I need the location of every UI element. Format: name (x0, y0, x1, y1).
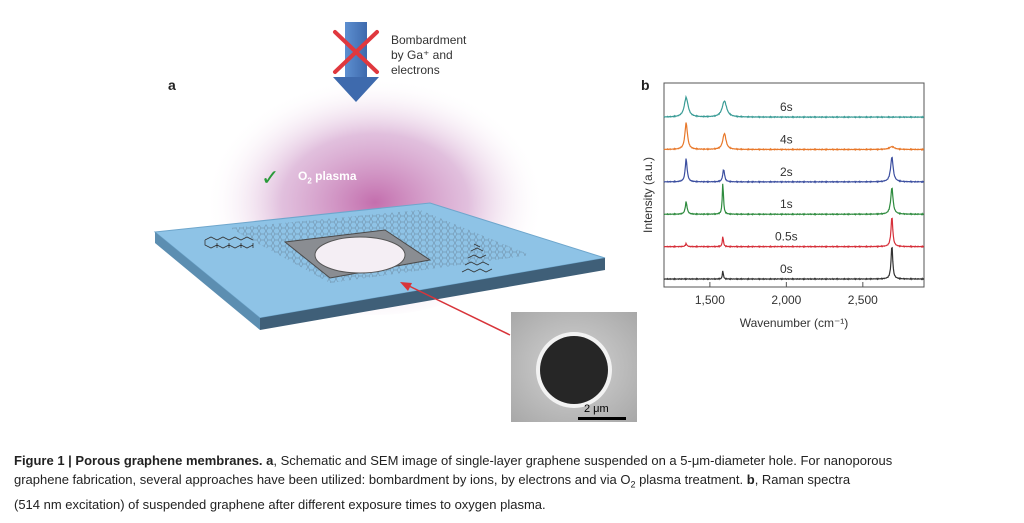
series-label-4: 0.5s (775, 230, 798, 244)
series-label-0: 6s (780, 100, 793, 114)
bombardment-label: Bombardment by Ga⁺ and electrons (391, 33, 467, 77)
series-line-0 (663, 94, 925, 119)
series-line-3 (663, 183, 925, 216)
y-axis-label: Intensity (a.u.) (641, 157, 655, 233)
substrate-front (155, 232, 260, 330)
series-label-3: 1s (780, 197, 793, 211)
pointer-line (406, 284, 511, 336)
raman-chart: 6s 4s 2s 1s 0.5s 0s 1,500 2,000 2,500 Wavenumber … (641, 82, 925, 330)
scale-bar-label: 2 μm (584, 403, 609, 415)
x-tick-label-1: 2,000 (771, 293, 801, 307)
series-label-5: 0s (780, 262, 793, 276)
bombardment-arrow-head (333, 77, 379, 102)
panel-b-label: b (641, 77, 650, 93)
sem-image (511, 312, 637, 422)
caption-b: b (746, 472, 755, 487)
figure-caption: Figure 1 | Porous graphene membranes. a,… (14, 453, 893, 512)
molecule-right (461, 243, 493, 273)
plot-frame (663, 82, 925, 288)
graphene-schematic (153, 22, 606, 336)
o2-plasma-label: O2 plasma (298, 169, 357, 186)
caption-a: a (266, 453, 274, 468)
series-line-1 (663, 122, 925, 152)
x-tick-label-0: 1,500 (695, 293, 725, 307)
cross-icon (333, 30, 379, 74)
scale-bar (578, 417, 626, 420)
series-line-4 (663, 217, 925, 249)
substrate-side (260, 258, 605, 330)
series-line-5 (663, 246, 925, 281)
series-label-2: 2s (780, 165, 793, 179)
x-axis-label: Wavenumber (cm⁻¹) (740, 316, 849, 330)
panel-a-label: a (168, 77, 176, 93)
check-icon: ✓ (261, 165, 280, 190)
x-tick-label-2: 2,500 (848, 293, 878, 307)
series-line-2 (663, 156, 925, 184)
membrane-hole (314, 236, 406, 274)
molecule-left (204, 236, 254, 249)
pointer-head (400, 282, 412, 291)
series-label-1: 4s (780, 132, 793, 146)
caption-title: Figure 1 | Porous graphene membranes. (14, 453, 263, 468)
